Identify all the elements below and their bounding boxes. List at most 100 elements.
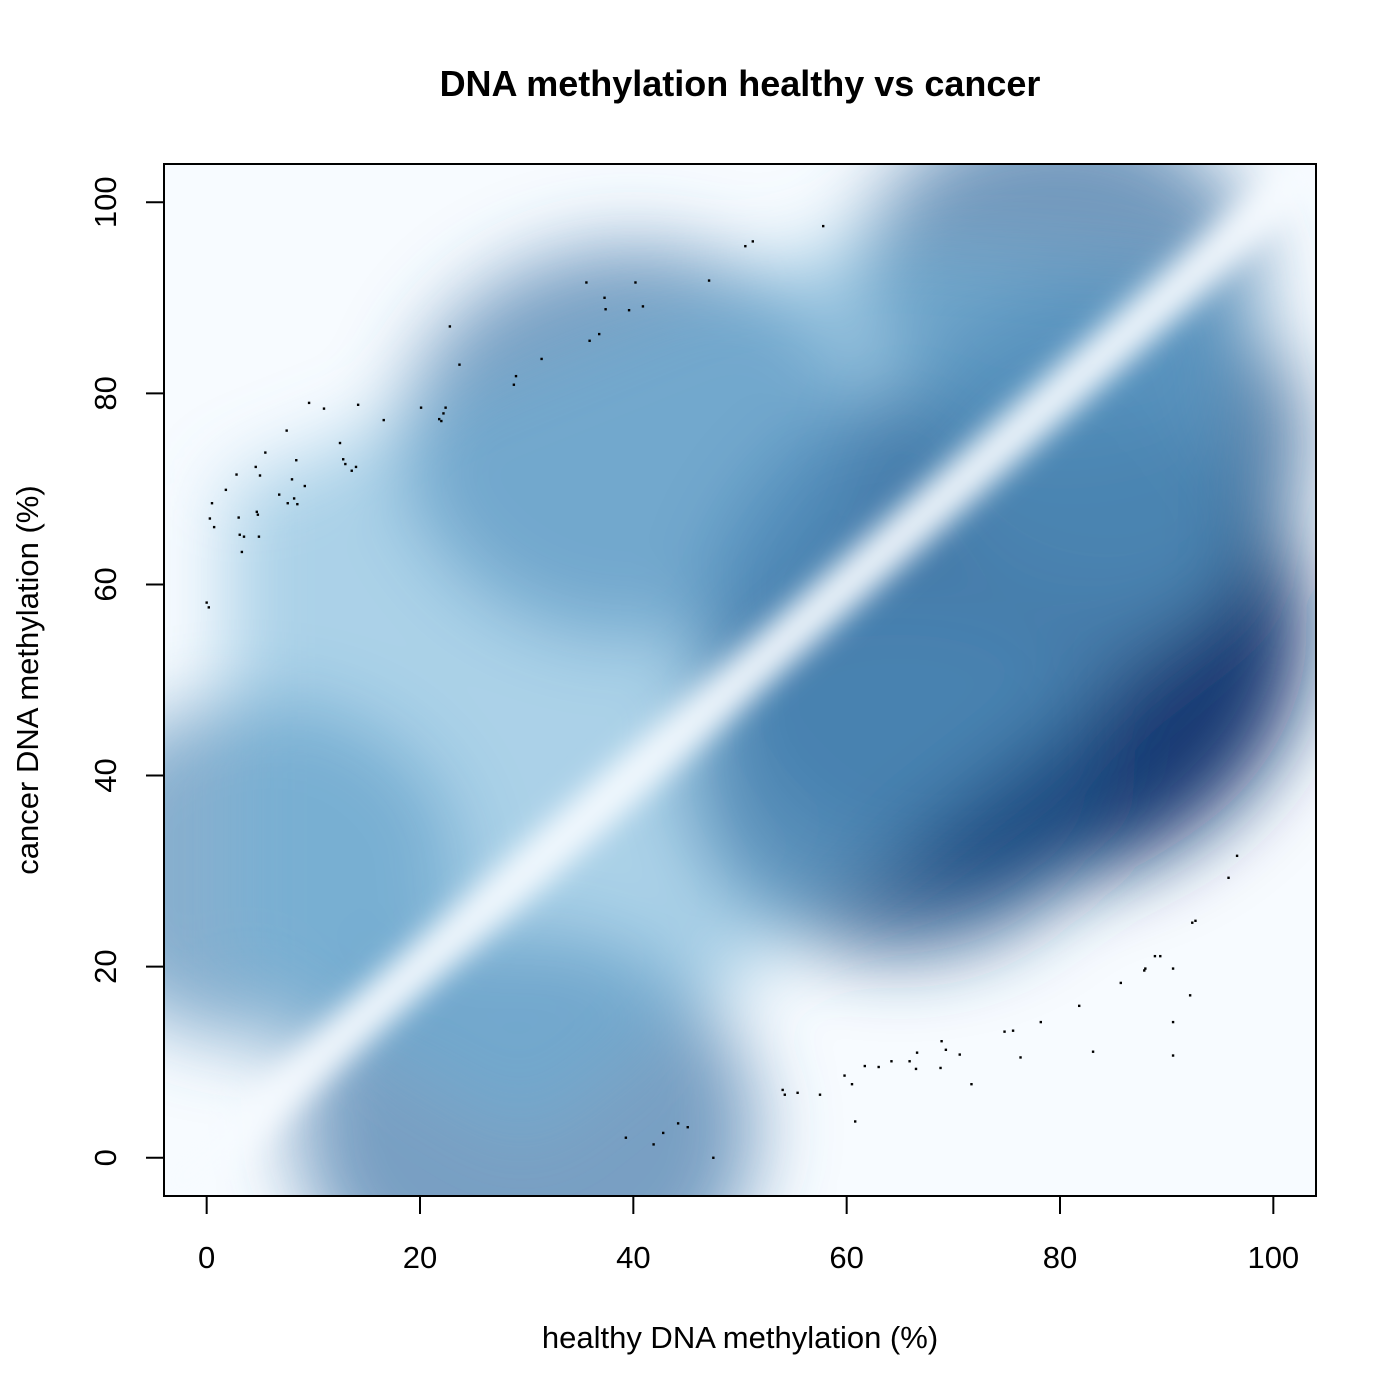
outlier-point bbox=[235, 473, 238, 476]
outlier-point bbox=[863, 1064, 866, 1068]
outlier-point bbox=[242, 535, 246, 538]
outlier-point bbox=[210, 502, 214, 505]
outlier-point bbox=[604, 308, 607, 311]
outlier-point bbox=[908, 1060, 911, 1063]
x-tick-label: 0 bbox=[198, 1240, 215, 1275]
outlier-point bbox=[295, 459, 298, 462]
y-axis-label: cancer DNA methylation (%) bbox=[10, 485, 45, 874]
outlier-point bbox=[1019, 1056, 1022, 1059]
x-tick-label: 60 bbox=[829, 1240, 863, 1275]
outlier-point bbox=[1143, 969, 1146, 972]
outlier-point bbox=[322, 407, 326, 410]
outlier-point bbox=[598, 332, 601, 336]
outlier-point bbox=[1039, 1020, 1042, 1024]
outlier-points bbox=[205, 224, 1239, 1159]
outlier-point bbox=[940, 1040, 943, 1043]
outlier-point bbox=[1003, 1030, 1006, 1033]
outlier-point bbox=[1159, 954, 1162, 958]
outlier-point bbox=[1078, 1004, 1081, 1008]
outlier-point bbox=[350, 469, 353, 472]
outlier-point bbox=[264, 451, 267, 454]
outlier-point bbox=[382, 418, 385, 422]
outlier-point bbox=[958, 1053, 961, 1056]
outlier-point bbox=[278, 493, 281, 496]
outlier-point bbox=[208, 517, 212, 520]
outlier-point bbox=[707, 279, 711, 282]
outlier-point bbox=[624, 1136, 628, 1139]
outlier-point bbox=[307, 401, 311, 405]
outlier-point bbox=[240, 550, 244, 554]
outlier-point bbox=[442, 412, 445, 415]
outlier-point bbox=[603, 296, 606, 299]
outlier-point bbox=[1144, 967, 1147, 970]
outlier-point bbox=[1171, 967, 1175, 970]
outlier-point bbox=[1191, 921, 1194, 924]
x-axis: 0 20 40 60 80 100 bbox=[198, 1195, 1299, 1275]
outlier-point bbox=[354, 465, 358, 469]
outlier-point bbox=[744, 244, 747, 248]
plot-area bbox=[164, 164, 1316, 1196]
outlier-point bbox=[818, 1093, 822, 1096]
outlier-point bbox=[224, 488, 228, 492]
outlier-point bbox=[238, 533, 241, 536]
outlier-point bbox=[254, 465, 257, 469]
y-tick-label: 40 bbox=[88, 758, 123, 792]
outlier-point bbox=[342, 458, 345, 461]
outlier-point bbox=[292, 497, 296, 500]
y-tick-label: 80 bbox=[88, 376, 123, 410]
x-tick-label: 20 bbox=[403, 1240, 437, 1275]
y-tick-label: 100 bbox=[88, 176, 123, 228]
outlier-point bbox=[588, 339, 591, 342]
outlier-point bbox=[440, 419, 443, 423]
y-tick-label: 0 bbox=[88, 1149, 123, 1166]
y-tick-label: 60 bbox=[88, 567, 123, 601]
outlier-point bbox=[822, 224, 825, 228]
outlier-point bbox=[751, 240, 754, 243]
outlier-point bbox=[1153, 954, 1157, 958]
outlier-point bbox=[1091, 1050, 1095, 1053]
outlier-point bbox=[712, 1156, 715, 1159]
x-tick-label: 40 bbox=[616, 1240, 650, 1275]
outlier-point bbox=[783, 1093, 786, 1096]
outlier-point bbox=[1171, 1054, 1175, 1057]
y-tick-label: 20 bbox=[88, 949, 123, 983]
outlier-point bbox=[237, 516, 240, 519]
outlier-point bbox=[944, 1048, 948, 1051]
outlier-point bbox=[634, 281, 637, 284]
outlier-point bbox=[627, 309, 631, 312]
outlier-point bbox=[843, 1074, 846, 1077]
outlier-point bbox=[939, 1066, 942, 1070]
density-gap-diagonal bbox=[164, 164, 1316, 1196]
y-axis: 0 20 40 60 80 100 bbox=[88, 176, 165, 1166]
outlier-point bbox=[1235, 854, 1239, 858]
outlier-point bbox=[1171, 1020, 1175, 1024]
outlier-point bbox=[338, 441, 342, 445]
outlier-point bbox=[854, 1120, 857, 1123]
outlier-point bbox=[1119, 981, 1122, 985]
outlier-point bbox=[290, 478, 294, 481]
outlier-point bbox=[344, 462, 347, 466]
outlier-point bbox=[585, 281, 588, 284]
x-tick-label: 80 bbox=[1043, 1240, 1077, 1275]
outlier-point bbox=[438, 417, 441, 421]
outlier-point bbox=[890, 1060, 893, 1063]
outlier-point bbox=[850, 1083, 854, 1086]
outlier-point bbox=[914, 1067, 918, 1071]
outlier-point bbox=[303, 484, 306, 488]
outlier-point bbox=[296, 502, 299, 506]
outlier-point bbox=[540, 357, 543, 361]
chart-title: DNA methylation healthy vs cancer bbox=[440, 63, 1041, 104]
outlier-point bbox=[258, 474, 262, 477]
outlier-point bbox=[915, 1051, 919, 1054]
outlier-point bbox=[205, 601, 208, 604]
diagonal-gap bbox=[164, 164, 1316, 1196]
outlier-point bbox=[781, 1088, 784, 1092]
outlier-point bbox=[662, 1131, 665, 1135]
outlier-point bbox=[419, 406, 423, 409]
outlier-point bbox=[257, 535, 261, 538]
outlier-point bbox=[970, 1083, 973, 1086]
outlier-point bbox=[356, 403, 360, 406]
outlier-point bbox=[652, 1143, 655, 1146]
outlier-point bbox=[1188, 994, 1192, 997]
x-axis-label: healthy DNA methylation (%) bbox=[542, 1320, 938, 1355]
